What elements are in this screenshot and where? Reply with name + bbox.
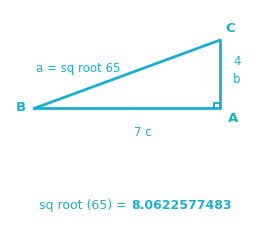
Text: 8.0622577483: 8.0622577483 — [131, 198, 232, 211]
Text: sq root (65) =: sq root (65) = — [39, 198, 131, 211]
Text: 4: 4 — [233, 55, 241, 68]
Text: 7 c: 7 c — [134, 125, 152, 138]
Text: A: A — [227, 111, 238, 125]
Text: B: B — [16, 100, 26, 113]
Text: b: b — [233, 73, 241, 86]
Text: C: C — [226, 22, 235, 35]
Text: a = sq root 65: a = sq root 65 — [36, 62, 121, 75]
